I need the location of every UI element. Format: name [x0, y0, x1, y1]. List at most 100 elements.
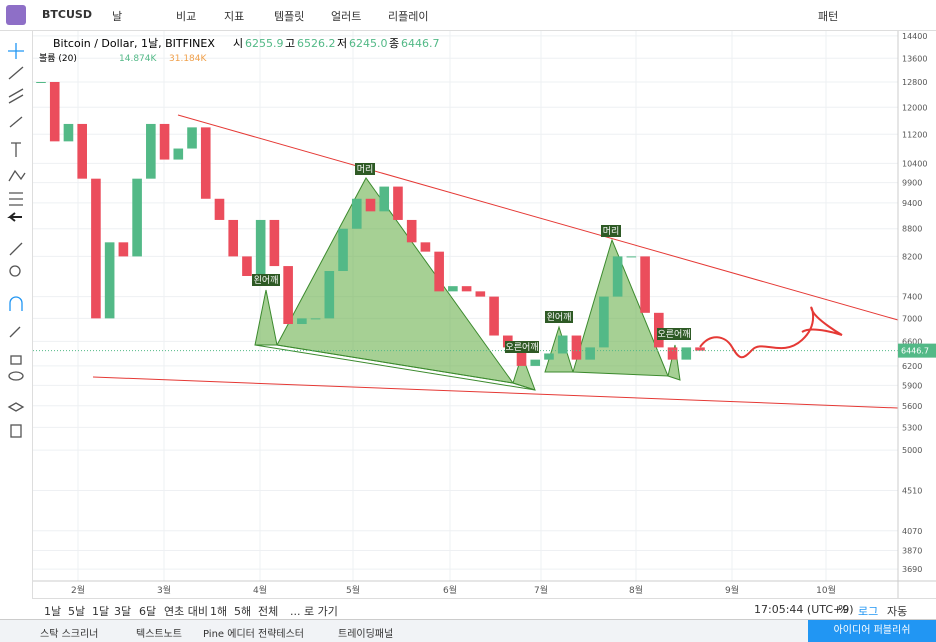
- candle: [255, 219, 266, 276]
- range-option[interactable]: 3달: [114, 605, 132, 618]
- tab[interactable]: 스탁 스크리너: [40, 629, 99, 640]
- y-tick-label: 4070: [902, 527, 922, 536]
- toolbar-item[interactable]: 얼러트: [331, 10, 362, 23]
- y-tick-label: 7400: [902, 293, 922, 302]
- candle: [448, 286, 458, 292]
- x-tick-label: 10월: [816, 584, 836, 596]
- y-tick-label: 12800: [902, 78, 927, 87]
- axes: 14400 13600 12800 12000 11200 10400 9900 9400 88…: [71, 32, 936, 596]
- pattern-label: 머리: [603, 226, 620, 237]
- volume-value: 14.874K: [119, 54, 157, 64]
- tab[interactable]: 텍스트노트: [136, 629, 182, 640]
- label-box: [545, 311, 573, 323]
- option[interactable]: 로그: [858, 605, 879, 618]
- grid: [33, 31, 898, 581]
- x-tick-label: 6월: [443, 584, 457, 596]
- pattern-label: 왼어깨: [254, 274, 279, 286]
- candle: [365, 198, 376, 212]
- range-option[interactable]: 5날: [68, 605, 86, 618]
- candle: [187, 127, 197, 149]
- candles: [33, 81, 898, 366]
- candle: [695, 347, 705, 351]
- range-option[interactable]: 연초 대비: [164, 605, 208, 618]
- range-option[interactable]: 1달: [92, 605, 110, 618]
- tab[interactable]: 전략테스터: [258, 629, 304, 640]
- publish-button[interactable]: 아이디어 퍼블리쉬: [808, 620, 936, 642]
- candle: [667, 347, 678, 360]
- option[interactable]: %: [838, 603, 849, 616]
- candle: [146, 123, 156, 179]
- tab[interactable]: Pine 에디터: [203, 629, 255, 640]
- candle: [461, 286, 472, 292]
- candle: [104, 242, 115, 319]
- x-tick-label: 2월: [71, 584, 85, 596]
- y-tick-label: 14400: [902, 32, 927, 41]
- x-tick-label: 4월: [253, 584, 267, 596]
- pattern[interactable]: 패턴: [818, 10, 839, 23]
- candle: [434, 251, 444, 292]
- last-price-box: [898, 343, 936, 358]
- toolbar-item[interactable]: 템플릿: [274, 10, 305, 23]
- y-tick-label: 4510: [902, 487, 922, 496]
- x-tick-label: 9월: [725, 584, 739, 596]
- pattern-label: 왼어깨: [547, 311, 572, 323]
- interval[interactable]: 날: [112, 10, 123, 23]
- candle: [132, 178, 142, 257]
- y-tick-label: 10400: [902, 159, 927, 168]
- candle: [63, 123, 74, 142]
- range-option[interactable]: 6달: [139, 605, 157, 618]
- ohlc-value: 6245.0: [349, 37, 388, 50]
- tab[interactable]: 트레이딩패널: [338, 629, 394, 640]
- candle: [269, 219, 280, 267]
- candle: [324, 271, 335, 319]
- left-shoulder-shape: [254, 289, 278, 346]
- toolbar-item[interactable]: 리플레이: [388, 10, 429, 23]
- avatar[interactable]: [6, 5, 26, 25]
- candle: [557, 335, 568, 354]
- option[interactable]: 자동: [887, 605, 908, 618]
- range-option[interactable]: 1해: [210, 605, 228, 618]
- candle: [228, 219, 239, 257]
- ohlc-value: 6526.2: [297, 37, 336, 50]
- y-tick-label: 8800: [902, 225, 922, 234]
- trend-line: [177, 114, 899, 321]
- ohlc-value: 6255.9: [245, 37, 284, 50]
- candle: [420, 242, 431, 252]
- chart: 머리 머리 왼어깨 왼어깨 오른어깨 오른어깨 1440013600128001…: [33, 31, 936, 598]
- goto[interactable]: ... 로 가기: [290, 605, 338, 618]
- pattern-label: 머리: [357, 164, 374, 175]
- candle: [36, 81, 46, 83]
- candle: [475, 291, 486, 297]
- candle: [489, 296, 499, 336]
- symbol[interactable]: BTCUSD: [42, 8, 92, 21]
- y-tick-label: 5000: [902, 446, 922, 455]
- y-tick-label: 9900: [902, 179, 922, 188]
- range-option[interactable]: 1날: [44, 605, 62, 618]
- label-box: [601, 225, 621, 237]
- pattern-label: 오른어깨: [505, 341, 538, 353]
- y-tick-label: 6600: [902, 337, 922, 346]
- neckline: [254, 344, 536, 391]
- head-shape: [572, 238, 669, 377]
- label-box: [355, 163, 375, 175]
- ohlc-value: 6446.7: [401, 37, 440, 50]
- x-tick-label: 5월: [346, 584, 360, 596]
- x-tick-label: 8월: [629, 584, 643, 596]
- tool-icons: [7, 43, 26, 438]
- range-option[interactable]: 전체: [258, 605, 279, 618]
- candle: [379, 186, 390, 212]
- range-option[interactable]: 5해: [234, 605, 252, 618]
- candle: [159, 123, 170, 160]
- x-tick-label: 7월: [534, 584, 548, 596]
- volume-value: 31.184K: [169, 54, 207, 64]
- top-toolbar: BTCUSD 날 비교 지표 템플릿 얼러트 리플레이 패턴: [0, 0, 936, 31]
- y-tick-label: 13600: [902, 54, 927, 63]
- y-tick-label: 6200: [902, 362, 922, 371]
- y-tick-label: 5900: [902, 381, 922, 390]
- candle: [310, 318, 321, 320]
- candle: [530, 359, 541, 366]
- candle: [571, 335, 582, 360]
- toolbar-item[interactable]: 지표: [224, 10, 245, 23]
- clock: 17:05:44 (UTC+9): [754, 603, 854, 616]
- toolbar-item[interactable]: 비교: [176, 10, 197, 23]
